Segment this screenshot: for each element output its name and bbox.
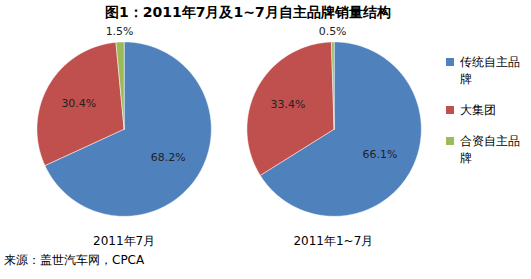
svg-text:30.4%: 30.4% (62, 97, 97, 110)
html-text:2011年7月: 2011年7月 (93, 234, 156, 249)
html-text:合资自主品牌: 合资自主品牌 (460, 134, 520, 165)
html-text:传统自主品牌: 传统自主品牌 (460, 55, 520, 86)
svg-text:66.1%: 66.1% (362, 148, 397, 161)
html-text:大集团: 大集团 (460, 103, 496, 117)
html-text:2011年1~7月: 2011年1~7月 (293, 234, 374, 249)
svg-text:68.2%: 68.2% (151, 151, 186, 164)
html-text:来源：盖世汽车网，CPCA: 来源：盖世汽车网，CPCA (4, 253, 145, 268)
svg-text:0.5%: 0.5% (318, 25, 346, 38)
html-text:图1：2011年7月及1~7月自主品牌销量结构: 图1：2011年7月及1~7月自主品牌销量结构 (105, 4, 391, 20)
svg-text:1.5%: 1.5% (106, 25, 134, 38)
svg-text:33.4%: 33.4% (270, 98, 305, 111)
